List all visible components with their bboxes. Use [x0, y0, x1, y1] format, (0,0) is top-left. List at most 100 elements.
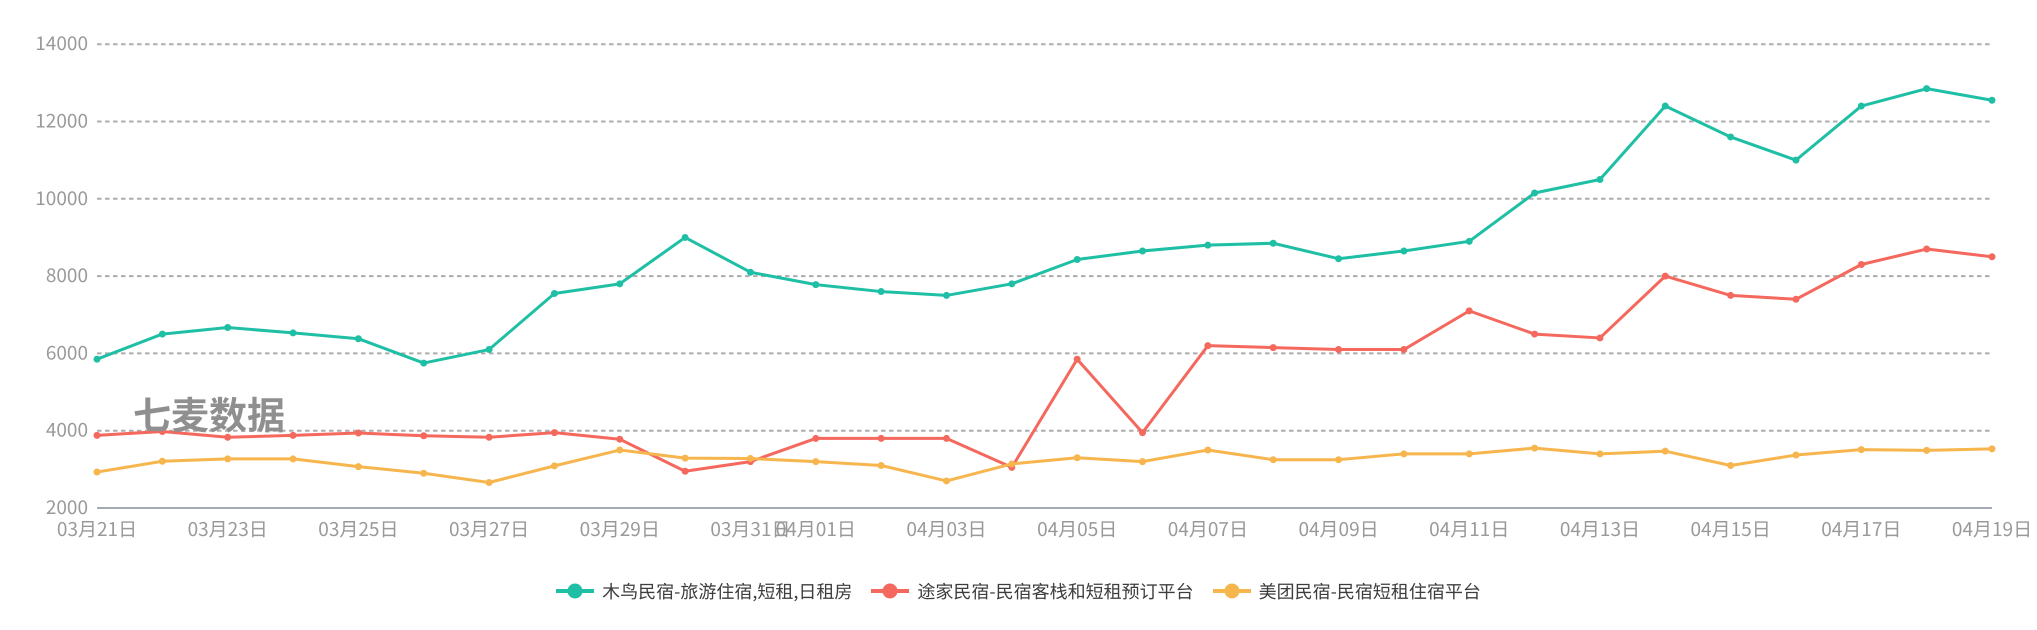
legend-item-0[interactable]: 木鸟民宿-旅游住宿,短租,日租房: [556, 577, 852, 605]
x-axis-label-03月31日: 03月31日: [710, 515, 790, 542]
series-0-point-04月01日[interactable]: [812, 281, 820, 289]
series-1-point-04月10日[interactable]: [1400, 346, 1408, 354]
series-2-point-04月12日[interactable]: [1531, 444, 1539, 452]
series-1-point-04月15日[interactable]: [1727, 291, 1735, 299]
series-2-point-04月08日[interactable]: [1269, 456, 1277, 464]
series-1-point-04月07日[interactable]: [1204, 342, 1212, 350]
series-1-point-03月21日[interactable]: [93, 431, 101, 439]
series-0-point-04月15日[interactable]: [1727, 133, 1735, 141]
series-2-point-04月05日[interactable]: [1073, 454, 1081, 462]
series-0-point-04月02日[interactable]: [877, 288, 885, 296]
series-2-point-04月07日[interactable]: [1204, 446, 1212, 454]
series-2-point-03月24日[interactable]: [289, 455, 297, 463]
series-2-point-04月01日[interactable]: [812, 458, 820, 466]
y-axis-label-6000: 6000: [46, 338, 88, 365]
series-2-point-04月17日[interactable]: [1857, 446, 1865, 454]
series-0-point-04月13日[interactable]: [1596, 175, 1604, 183]
series-1-point-04月13日[interactable]: [1596, 334, 1604, 342]
series-0-point-03月21日[interactable]: [93, 355, 101, 363]
series-0-point-04月14日[interactable]: [1661, 102, 1669, 110]
series-1-point-03月30日[interactable]: [681, 467, 689, 475]
series-2-point-03月28日[interactable]: [550, 462, 558, 470]
series-0-point-04月11日[interactable]: [1465, 237, 1473, 245]
series-1-point-04月18日[interactable]: [1923, 245, 1931, 253]
series-0-point-04月10日[interactable]: [1400, 247, 1408, 255]
series-1-point-04月16日[interactable]: [1792, 295, 1800, 303]
series-1-point-03月27日[interactable]: [485, 433, 493, 441]
series-0-point-04月16日[interactable]: [1792, 156, 1800, 164]
series-2-point-04月06日[interactable]: [1139, 458, 1147, 466]
series-0-point-03月23日[interactable]: [224, 324, 232, 332]
series-0-point-03月24日[interactable]: [289, 329, 297, 337]
x-axis-label-04月07日: 04月07日: [1168, 515, 1248, 542]
series-1-point-04月17日[interactable]: [1857, 261, 1865, 269]
series-0-point-04月07日[interactable]: [1204, 241, 1212, 249]
series-1-point-04月09日[interactable]: [1335, 346, 1343, 354]
series-2-point-03月25日[interactable]: [354, 463, 362, 471]
series-1-point-04月05日[interactable]: [1073, 355, 1081, 363]
series-1-point-04月12日[interactable]: [1531, 330, 1539, 338]
series-2-point-04月11日[interactable]: [1465, 450, 1473, 458]
series-0-point-03月27日[interactable]: [485, 346, 493, 354]
series-0-point-03月29日[interactable]: [616, 280, 624, 288]
series-0-point-04月09日[interactable]: [1335, 255, 1343, 263]
series-1-point-03月29日[interactable]: [616, 435, 624, 443]
series-2-point-04月19日[interactable]: [1988, 445, 1996, 453]
series-2-point-04月16日[interactable]: [1792, 451, 1800, 459]
series-1-point-04月02日[interactable]: [877, 434, 885, 442]
legend-item-1[interactable]: 途家民宿-民宿客栈和短租预订平台: [871, 577, 1194, 605]
series-2-point-03月26日[interactable]: [420, 469, 428, 477]
series-0-point-04月12日[interactable]: [1531, 189, 1539, 197]
series-0-point-04月19日[interactable]: [1988, 96, 1996, 104]
series-0-point-04月08日[interactable]: [1269, 239, 1277, 247]
series-1-point-04月11日[interactable]: [1465, 307, 1473, 315]
series-1-point-04月01日[interactable]: [812, 434, 820, 442]
series-1-point-04月19日[interactable]: [1988, 253, 1996, 261]
x-axis-label-04月15日: 04月15日: [1691, 515, 1771, 542]
series-2-point-03月30日[interactable]: [681, 454, 689, 462]
series-1-point-03月24日[interactable]: [289, 431, 297, 439]
series-1-point-04月14日[interactable]: [1661, 272, 1669, 280]
series-1-point-03月22日[interactable]: [158, 427, 166, 435]
series-0-point-04月06日[interactable]: [1139, 247, 1147, 255]
legend: 木鸟民宿-旅游住宿,短租,日租房 途家民宿-民宿客栈和短租预订平台 美团民宿-民宿短…: [0, 577, 2037, 605]
series-0-point-03月28日[interactable]: [550, 289, 558, 297]
x-axis-label-04月19日: 04月19日: [1952, 515, 2032, 542]
series-2-point-04月18日[interactable]: [1923, 446, 1931, 454]
series-0-point-04月17日[interactable]: [1857, 102, 1865, 110]
series-2-point-04月10日[interactable]: [1400, 450, 1408, 458]
series-0-point-04月03日[interactable]: [942, 291, 950, 299]
series-2-point-03月22日[interactable]: [158, 457, 166, 465]
series-line-2: [95, 446, 1994, 484]
y-axis-label-12000: 12000: [35, 107, 88, 134]
series-1-point-04月08日[interactable]: [1269, 344, 1277, 352]
series-0-point-03月26日[interactable]: [420, 359, 428, 367]
series-1-point-04月03日[interactable]: [942, 434, 950, 442]
series-2-point-04月02日[interactable]: [877, 461, 885, 469]
series-0-point-03月25日[interactable]: [354, 335, 362, 343]
series-2-point-04月03日[interactable]: [942, 477, 950, 485]
series-2-point-04月04日[interactable]: [1008, 460, 1016, 468]
series-0-point-03月30日[interactable]: [681, 233, 689, 241]
series-2-point-03月31日[interactable]: [746, 455, 754, 463]
series-2-point-04月15日[interactable]: [1727, 461, 1735, 469]
series-1-point-03月28日[interactable]: [550, 429, 558, 437]
series-1-point-03月26日[interactable]: [420, 432, 428, 440]
series-2-point-04月09日[interactable]: [1335, 456, 1343, 464]
legend-item-2[interactable]: 美团民宿-民宿短租住宿平台: [1212, 577, 1481, 605]
series-1-point-04月06日[interactable]: [1139, 429, 1147, 437]
series-0-point-04月04日[interactable]: [1008, 280, 1016, 288]
series-0-point-04月18日[interactable]: [1923, 85, 1931, 93]
series-1-point-03月25日[interactable]: [354, 429, 362, 437]
series-2-point-04月13日[interactable]: [1596, 450, 1604, 458]
series-2-point-03月29日[interactable]: [616, 446, 624, 454]
series-0-point-03月22日[interactable]: [158, 330, 166, 338]
series-2-point-03月23日[interactable]: [224, 455, 232, 463]
series-2-point-03月21日[interactable]: [93, 468, 101, 476]
legend-label: 木鸟民宿-旅游住宿,短租,日租房: [602, 578, 853, 604]
series-0-point-03月31日[interactable]: [746, 268, 754, 276]
series-2-point-03月27日[interactable]: [485, 478, 493, 486]
series-2-point-04月14日[interactable]: [1661, 447, 1669, 455]
series-0-point-04月05日[interactable]: [1073, 255, 1081, 263]
series-1-point-03月23日[interactable]: [224, 433, 232, 441]
